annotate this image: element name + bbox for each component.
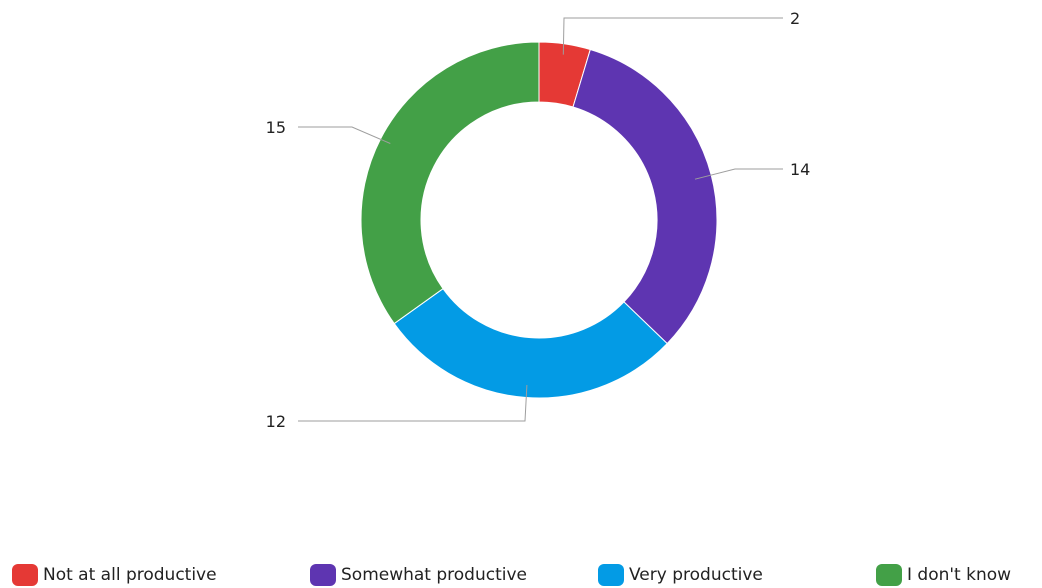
donut-slice-somewhat-productive[interactable]: [572, 48, 718, 345]
leader-line-very-productive: [298, 384, 528, 422]
leader-line-i-don-t-know: [298, 126, 391, 144]
legend-swatch: [310, 564, 336, 586]
legend-item-i-dont-know[interactable]: I don't know: [876, 564, 1011, 586]
legend-label: Somewhat productive: [341, 565, 528, 585]
leader-line-somewhat-productive: [694, 168, 783, 180]
data-label-not-at-all-productive: 2: [790, 9, 800, 28]
donut-slice-very-productive[interactable]: [393, 287, 668, 399]
leader-line-not-at-all-productive: [562, 17, 783, 55]
legend-item-somewhat-productive[interactable]: Somewhat productive: [310, 564, 527, 586]
legend-swatch: [12, 564, 38, 586]
legend-label: Not at all productive: [43, 565, 217, 585]
legend-item-not-at-all-productive[interactable]: Not at all productive: [12, 564, 217, 586]
data-label-very-productive: 12: [266, 412, 286, 431]
data-label-somewhat-productive: 14: [790, 160, 810, 179]
legend: Not at all productive Somewhat productiv…: [12, 564, 1042, 588]
data-label-i-don-t-know: 15: [266, 118, 286, 137]
legend-swatch: [598, 564, 624, 586]
legend-label: Very productive: [629, 565, 763, 585]
legend-item-very-productive[interactable]: Very productive: [598, 564, 763, 586]
donut-slice-i-don-t-know[interactable]: [360, 41, 540, 325]
legend-label: I don't know: [907, 565, 1012, 585]
legend-swatch: [876, 564, 902, 586]
